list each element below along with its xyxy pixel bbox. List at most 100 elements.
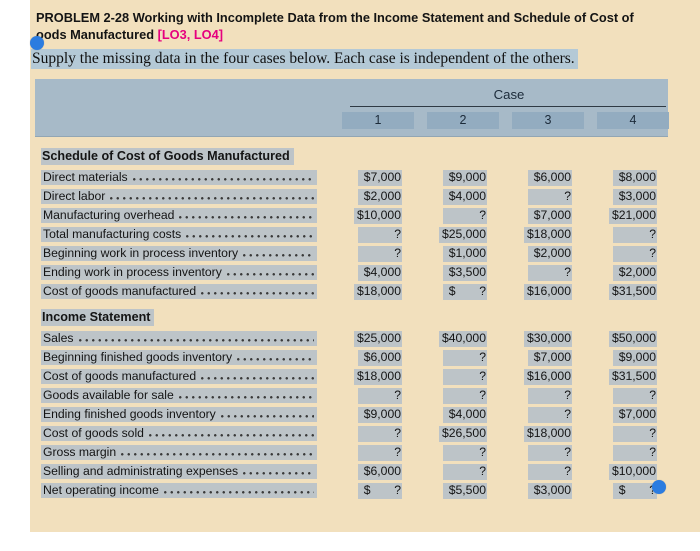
- cell-value: $7,000: [358, 169, 402, 186]
- row-label: Goods available for sale: [43, 388, 174, 402]
- row-label: Beginning work in process inventory: [43, 246, 239, 260]
- value-cell-case-2: ?: [402, 463, 487, 480]
- section-title: Income Statement: [41, 309, 155, 326]
- problem-title-line1: PROBLEM 2-28 Working with Incomplete Dat…: [36, 10, 634, 25]
- value-cell-case-3: $18,000: [487, 425, 572, 442]
- dot-leader: [146, 426, 314, 441]
- value-cell-case-3: ?: [487, 406, 572, 423]
- value-cell-case-3: $30,000: [487, 330, 572, 347]
- cell-value: $4,000: [443, 406, 487, 423]
- value-cell-case-1: $4,000: [317, 264, 402, 281]
- cell-value: $25,000: [438, 226, 487, 243]
- instruction-text: Supply the missing data in the four case…: [31, 49, 700, 69]
- cell-value: $10,000: [353, 207, 402, 224]
- row-label: Cost of goods sold: [43, 426, 144, 440]
- text-selection-handle-end[interactable]: [652, 480, 666, 494]
- value-cell-case-1: ?: [317, 425, 402, 442]
- table-row: Total manufacturing costs ? $25,000 $18,…: [41, 225, 668, 244]
- case-header-row: Case: [350, 83, 668, 106]
- value-cell-case-2: ?: [402, 444, 487, 461]
- table-row: Gross margin ? ? ? ?: [41, 443, 668, 462]
- value-cell-case-1: $10,000: [317, 207, 402, 224]
- problem-title-line2: oods Manufactured [LO3, LO4]: [36, 26, 688, 43]
- row-label: Net operating income: [43, 483, 159, 497]
- row-label-cell: Total manufacturing costs: [41, 227, 317, 242]
- row-label-cell: Cost of goods manufactured: [41, 284, 317, 299]
- cell-value: $ ?: [358, 482, 402, 499]
- cell-value: ?: [528, 387, 572, 404]
- value-cell-case-4: $8,000: [572, 169, 657, 186]
- cell-value: ?: [358, 245, 402, 262]
- column-number-2: 2: [427, 112, 499, 129]
- cell-value: $6,000: [528, 169, 572, 186]
- cell-value: ?: [528, 406, 572, 423]
- cell-value: ?: [443, 463, 487, 480]
- column-number-3: 3: [512, 112, 584, 129]
- dot-leader: [241, 246, 314, 261]
- cell-value: $4,000: [358, 264, 402, 281]
- dot-leader: [218, 407, 314, 422]
- cell-value: $18,000: [523, 226, 572, 243]
- value-cell-case-2: $5,500: [402, 482, 487, 499]
- cell-value: ?: [358, 387, 402, 404]
- cell-value: $16,000: [523, 368, 572, 385]
- row-label-cell: Cost of goods sold: [41, 426, 317, 441]
- cell-value: ?: [443, 387, 487, 404]
- row-label: Beginning finished goods inventory: [43, 350, 233, 364]
- value-cell-case-4: $31,500: [572, 283, 657, 300]
- row-label-cell: Net operating income: [41, 483, 317, 498]
- value-cell-case-4: ?: [572, 245, 657, 262]
- value-cell-case-2: $26,500: [402, 425, 487, 442]
- row-label-cell: Selling and administrating expenses: [41, 464, 317, 479]
- row-label: Gross margin: [43, 445, 117, 459]
- text-selection-handle-start[interactable]: [30, 36, 44, 50]
- value-cell-case-2: $ ?: [402, 283, 487, 300]
- row-label-cell: Beginning finished goods inventory: [41, 350, 317, 365]
- dot-leader: [235, 350, 314, 365]
- cell-value: $25,000: [353, 330, 402, 347]
- table-row: Selling and administrating expenses $6,0…: [41, 462, 668, 481]
- table-row: Cost of goods manufactured $18,000 $ ? $…: [41, 282, 668, 301]
- cell-value: ?: [358, 444, 402, 461]
- cell-value: $21,000: [608, 207, 657, 224]
- value-cell-case-2: ?: [402, 349, 487, 366]
- column-numbers-row: 1 2 3 4: [35, 107, 669, 129]
- cost-data-table: Case 1 2 3 4 Schedule: [35, 79, 669, 510]
- cell-value: $2,000: [528, 245, 572, 262]
- dot-leader: [76, 331, 314, 346]
- row-label-cell: Goods available for sale: [41, 388, 317, 403]
- row-label: Sales: [43, 331, 74, 345]
- case-underline-rule: [350, 106, 666, 107]
- row-label-cell: Direct labor: [41, 189, 317, 204]
- section-rows: Direct materials $7,000 $9,000 $6,000 $8…: [41, 168, 668, 301]
- value-cell-case-4: $31,500: [572, 368, 657, 385]
- cell-value: ?: [358, 226, 402, 243]
- value-cell-case-3: $16,000: [487, 368, 572, 385]
- cell-value: ?: [613, 387, 657, 404]
- row-label-cell: Cost of goods manufactured: [41, 369, 317, 384]
- cell-value: $40,000: [438, 330, 487, 347]
- value-cell-case-4: $2,000: [572, 264, 657, 281]
- cell-value: $2,000: [613, 264, 657, 281]
- value-cell-case-1: ?: [317, 387, 402, 404]
- table-row: Sales $25,000 $40,000 $30,000 $50,000: [41, 329, 668, 348]
- value-cell-case-2: $1,000: [402, 245, 487, 262]
- value-cell-case-4: $ ?: [572, 482, 657, 499]
- value-cell-case-2: ?: [402, 207, 487, 224]
- column-header-cell: 4: [572, 112, 669, 129]
- cell-value: $4,000: [443, 188, 487, 205]
- textbook-page: PROBLEM 2-28 Working with Incomplete Dat…: [30, 0, 700, 532]
- cell-value: $6,000: [358, 349, 402, 366]
- value-cell-case-3: $16,000: [487, 283, 572, 300]
- cell-value: $3,000: [613, 188, 657, 205]
- value-cell-case-2: $4,000: [402, 188, 487, 205]
- cell-value: ?: [443, 207, 487, 224]
- cell-value: ?: [443, 368, 487, 385]
- section-title: Schedule of Cost of Goods Manufactured: [41, 148, 294, 165]
- value-cell-case-1: $18,000: [317, 283, 402, 300]
- cell-value: $18,000: [523, 425, 572, 442]
- value-cell-case-4: ?: [572, 444, 657, 461]
- cell-value: $31,500: [608, 283, 657, 300]
- row-label: Direct labor: [43, 189, 106, 203]
- row-label-cell: Ending finished goods inventory: [41, 407, 317, 422]
